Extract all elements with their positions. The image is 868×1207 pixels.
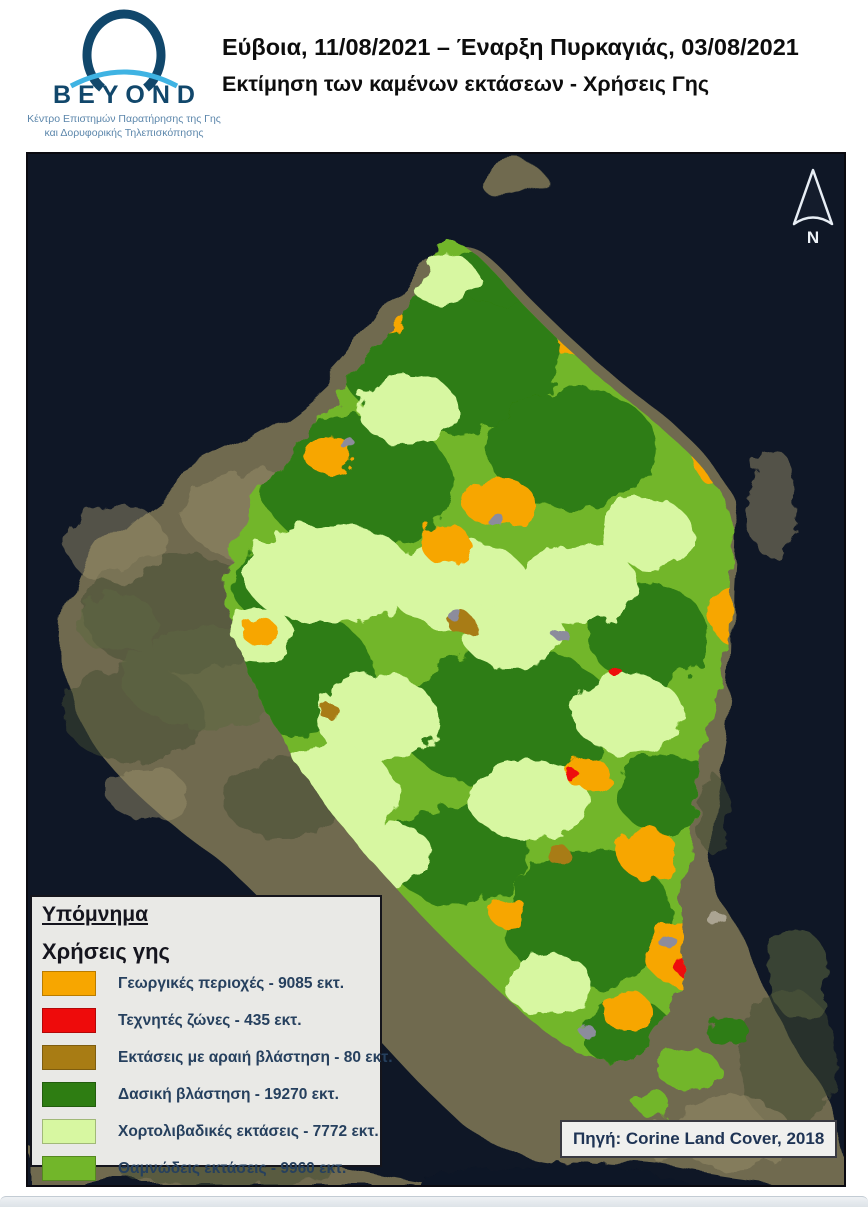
legend-item-label: Χορτολιβαδικές εκτάσεις - 7772 εκτ. bbox=[118, 1122, 379, 1140]
map-titles: Εύβοια, 11/08/2021 – Έναρξη Πυρκαγιάς, 0… bbox=[222, 34, 862, 97]
logo-subtitle: Κέντρο Επιστημών Παρατήρησης της Γης και… bbox=[26, 113, 222, 140]
legend-swatch-forest bbox=[42, 1082, 96, 1107]
burned-outlier-patches bbox=[635, 1017, 750, 1116]
legend-item: Τεχνητές ζώνες - 435 εκτ. bbox=[42, 1002, 372, 1039]
legend-item: Χορτολιβαδικές εκτάσεις - 7772 εκτ. bbox=[42, 1113, 379, 1150]
map: N Υπόμνημα Χρήσεις γης Γεωργικές περιοχέ… bbox=[26, 152, 846, 1187]
logo-light-arc-icon bbox=[69, 69, 179, 89]
north-arrow-icon: N bbox=[792, 168, 834, 246]
town-speck bbox=[706, 911, 726, 925]
map-canvas bbox=[28, 154, 844, 1185]
legend-item: Εκτάσεις με αραιή βλάστηση - 80 εκτ. bbox=[42, 1039, 393, 1076]
logo-subtitle-line2: και Δορυφορικής Τηλεπισκόπησης bbox=[44, 126, 204, 139]
page-title: Εύβοια, 11/08/2021 – Έναρξη Πυρκαγιάς, 0… bbox=[222, 34, 799, 60]
legend-swatch-sparse-vegetation bbox=[42, 1045, 96, 1070]
legend-item: Γεωργικές περιοχές - 9085 εκτ. bbox=[42, 965, 372, 1002]
sparse-vegetation-patches bbox=[320, 612, 570, 863]
legend-item-label: Εκτάσεις με αραιή βλάστηση - 80 εκτ. bbox=[118, 1048, 393, 1066]
grassland-patches bbox=[224, 254, 693, 1014]
legend-item-label: Τεχνητές ζώνες - 435 εκτ. bbox=[118, 1011, 302, 1029]
legend-item-label: Θαμνώδεις εκτάσεις - 9960 εκτ. bbox=[118, 1159, 347, 1177]
islet bbox=[484, 164, 544, 200]
logo-dark-arc-icon bbox=[82, 9, 166, 92]
legend-item: Θαμνώδεις εκτάσεις - 9960 εκτ. bbox=[42, 1150, 372, 1187]
page-subtitle: Εκτίμηση των καμένων εκτάσεων - Χρήσεις … bbox=[222, 72, 710, 96]
legend-heading: Υπόμνημα bbox=[42, 903, 149, 926]
legend-item-label: Γεωργικές περιοχές - 9085 εκτ. bbox=[118, 974, 345, 992]
north-label: N bbox=[807, 228, 819, 246]
legend-panel: Υπόμνημα Χρήσεις γης Γεωργικές περιοχές … bbox=[30, 895, 393, 1181]
legend-item: Δασική βλάστηση - 19270 εκτ. bbox=[42, 1076, 372, 1113]
legend-swatch-agricultural bbox=[42, 971, 96, 996]
legend-swatch-grassland bbox=[42, 1119, 96, 1144]
legend-item-label: Δασική βλάστηση - 19270 εκτ. bbox=[118, 1085, 339, 1103]
legend-swatch-artificial bbox=[42, 1008, 96, 1033]
source-note: Πηγή: Corine Land Cover, 2018 bbox=[560, 1120, 838, 1158]
sea-inlets bbox=[407, 1164, 689, 1185]
legend-swatch-shrubland bbox=[42, 1156, 96, 1181]
logo-name: BEYOND bbox=[53, 81, 202, 109]
land-texture bbox=[63, 449, 836, 1185]
logo-subtitle-line1: Κέντρο Επιστημών Παρατήρησης της Γης bbox=[27, 113, 221, 125]
legend-subheading: Χρήσεις γης bbox=[42, 939, 170, 964]
bottom-ui-strip bbox=[0, 1196, 868, 1207]
bottom-gap bbox=[0, 1187, 868, 1196]
beyond-logo: BEYOND Κέντρο Επιστημών Παρατήρησης της … bbox=[26, 4, 222, 140]
beyond-logo-icon bbox=[69, 9, 179, 92]
